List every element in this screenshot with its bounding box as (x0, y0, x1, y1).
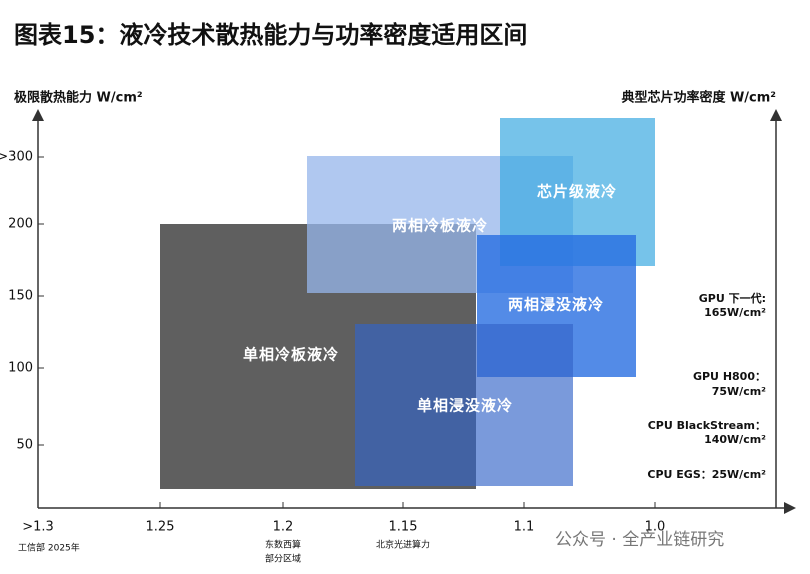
region-label: 两相冷板液冷 (392, 217, 488, 235)
y-tick-label: 150 (8, 289, 33, 304)
left-axis-label: 极限散热能力 W/cm² (14, 90, 143, 106)
region-box (355, 324, 573, 486)
y-tick-label: 50 (16, 438, 33, 453)
x-tick-label: 1.2 (273, 520, 294, 535)
chip-note: 140W/cm² (704, 433, 766, 446)
x-tick-label: >1.3 (22, 520, 54, 535)
x-note: 部分区域 (265, 553, 301, 565)
right-axis-label: 典型芯片功率密度 W/cm² (621, 90, 776, 106)
chip-note: GPU 下一代: (699, 291, 766, 305)
chip-note: GPU H800： (693, 370, 766, 383)
chip-note: 75W/cm² (712, 385, 766, 398)
region-label: 芯片级液冷 (537, 183, 617, 201)
x-tick-label: 1.0 (645, 520, 666, 535)
x-tick-label: 1.25 (146, 520, 175, 535)
x-tick-label: 1.15 (389, 520, 418, 535)
region-label: 单相冷板液冷 (243, 346, 339, 364)
y-tick-label: 200 (8, 217, 33, 232)
source: 工信部 2025年 (18, 542, 80, 554)
region-label: 两相浸没液冷 (508, 296, 604, 314)
y-tick-label: >300 (0, 150, 33, 165)
watermark: 公众号 · 全产业链研究 (555, 530, 724, 550)
y-tick-label: 100 (8, 361, 33, 376)
chip-note: 165W/cm² (704, 306, 766, 319)
x-tick-label: 1.1 (514, 520, 535, 535)
x-note: 北京光进算力 (376, 539, 430, 551)
chip-note: CPU BlackStream： (648, 419, 766, 432)
chip-note: CPU EGS：25W/cm² (647, 468, 766, 481)
title: 图表15：液冷技术散热能力与功率密度适用区间 (14, 21, 527, 49)
region-label: 单相浸没液冷 (417, 397, 513, 415)
x-note: 东数西算 (265, 539, 301, 551)
